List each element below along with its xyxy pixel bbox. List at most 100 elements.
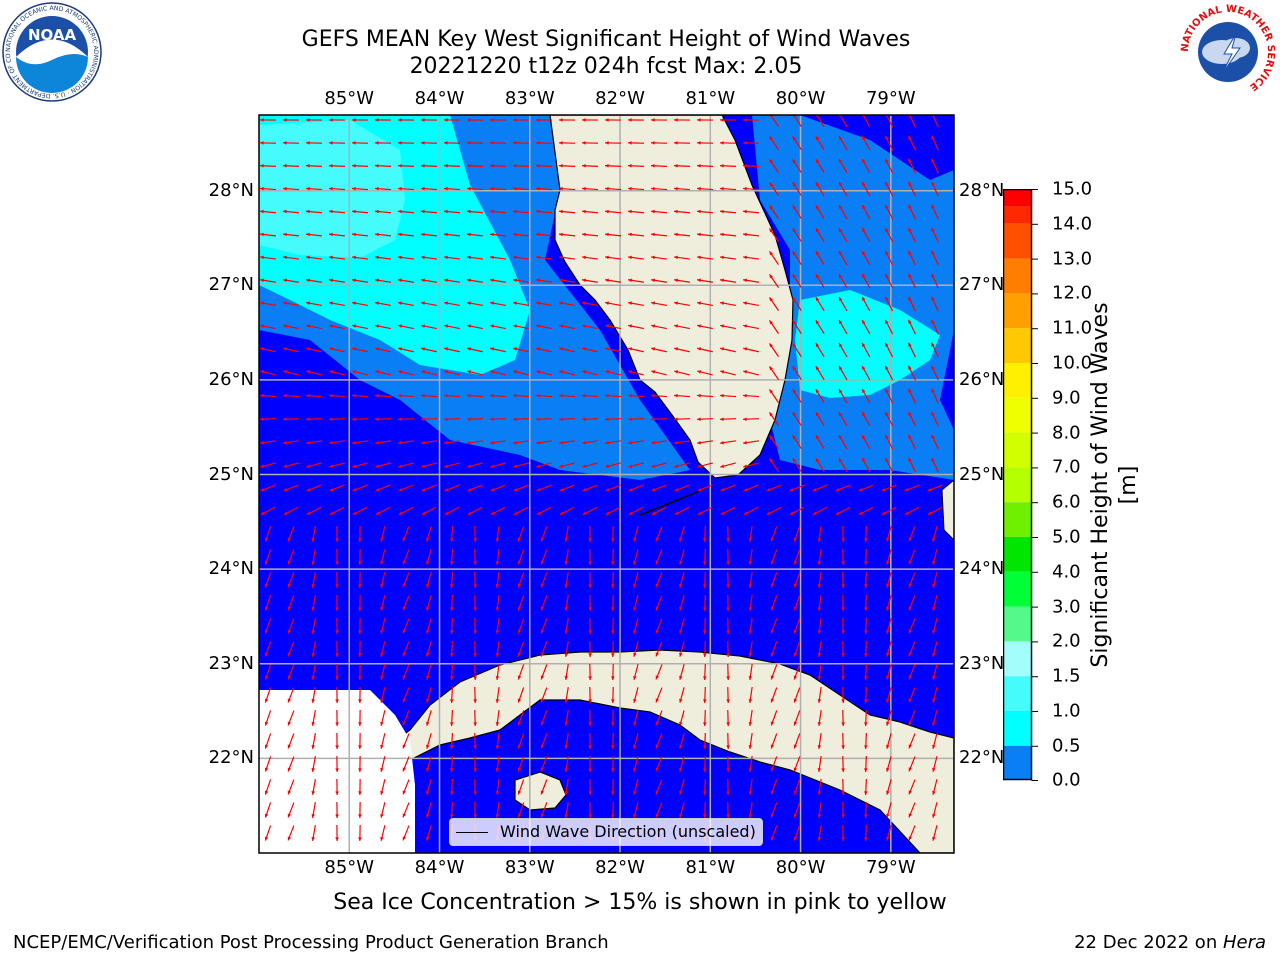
wave-direction-arrowhead: [467, 511, 472, 515]
wave-direction-arrowhead: [402, 629, 407, 634]
wave-direction-arrowhead: [605, 163, 609, 168]
wave-direction-arrowhead: [679, 790, 683, 795]
wave-direction-arrowhead: [611, 722, 615, 726]
wave-direction-arrowhead: [559, 209, 563, 214]
wave-direction-arrowhead: [720, 487, 725, 492]
wave-direction-arrowhead: [841, 584, 845, 588]
wave-direction-arrowhead: [793, 652, 798, 657]
wave-direction-arrowhead: [703, 699, 707, 703]
wave-direction-arrowhead: [793, 675, 798, 680]
wave-direction-arrowhead: [375, 232, 379, 237]
wave-direction-arrowhead: [885, 227, 889, 232]
colorbar-label: Significant Height of Wind Waves [m]: [1088, 302, 1141, 668]
wave-direction-arrowhead: [611, 791, 615, 795]
map-legend: Wind Wave Direction (unscaled): [449, 818, 763, 846]
wave-direction-arrowhead: [559, 255, 563, 260]
wave-direction-arrowhead: [817, 584, 822, 588]
wave-direction-arrowhead: [426, 744, 430, 749]
wave-direction-arrowhead: [588, 745, 592, 749]
wave-direction-arrowhead: [633, 606, 637, 611]
colorbar-tick-label: 1.0: [1052, 700, 1081, 722]
wave-direction-arrowhead: [743, 487, 748, 492]
wave-direction-arrowhead: [885, 434, 889, 439]
wave-direction-arrowhead: [260, 232, 264, 237]
wave-direction-arrowhead: [743, 118, 747, 122]
wave-direction-arrowhead: [540, 675, 545, 680]
wave-level-1.0-1.5-atlantic: [795, 290, 940, 398]
wave-direction-arrowhead: [398, 163, 402, 168]
wave-direction-arrowhead: [260, 440, 264, 445]
wave-direction-arrowhead: [674, 370, 679, 374]
wave-direction-arrowhead: [375, 324, 380, 328]
colorbar-tick-label: 14.0: [1052, 213, 1093, 235]
wave-direction-arrowhead: [885, 204, 889, 209]
wave-direction-arrowhead: [513, 417, 517, 421]
wave-direction-arrowhead: [703, 745, 707, 749]
wave-direction-arrowhead: [770, 721, 775, 726]
wave-direction-arrowhead: [628, 324, 633, 328]
wave-direction-arrowhead: [697, 370, 702, 374]
wave-direction-arrowhead: [908, 319, 912, 324]
wave-direction-arrowhead: [841, 722, 845, 726]
wave-direction-arrowhead: [260, 186, 264, 191]
wave-direction-arrowhead: [908, 365, 912, 370]
wave-direction-arrowhead: [881, 511, 886, 515]
wave-direction-arrowhead: [495, 653, 500, 657]
wave-direction-arrowhead: [306, 118, 310, 122]
wave-direction-arrowhead: [885, 158, 889, 163]
wave-direction-arrowhead: [815, 136, 820, 141]
wave-direction-arrowhead: [655, 675, 660, 680]
wave-direction-arrowhead: [769, 366, 774, 371]
wave-direction-arrowhead: [582, 232, 586, 237]
wave-direction-arrowhead: [449, 584, 454, 588]
wave-direction-arrowhead: [329, 118, 333, 122]
wave-direction-arrowhead: [335, 561, 339, 565]
wave-direction-arrowhead: [421, 393, 425, 398]
wave-direction-arrowhead: [743, 301, 747, 305]
wave-direction-arrowhead: [628, 186, 632, 191]
wave-direction-arrowhead: [564, 722, 569, 726]
wave-direction-arrowhead: [812, 487, 817, 492]
wave-direction-arrowhead: [726, 699, 730, 703]
wave-direction-arrowhead: [490, 370, 495, 374]
wave-direction-arrowhead: [651, 232, 655, 237]
wave-direction-arrowhead: [449, 538, 454, 542]
wave-direction-arrowhead: [611, 699, 615, 703]
wave-direction-arrowhead: [674, 209, 678, 214]
wave-direction-arrowhead: [815, 251, 820, 256]
wave-direction-arrowhead: [679, 606, 683, 611]
wave-direction-arrowhead: [260, 347, 265, 351]
wave-direction-arrowhead: [513, 370, 518, 374]
colorbar-tick-label: 4.0: [1052, 561, 1081, 583]
wave-direction-arrowhead: [335, 745, 339, 749]
colorbar-segment: [1003, 502, 1032, 537]
wave-direction-arrowhead: [264, 698, 269, 703]
wave-direction-arrowhead: [908, 836, 913, 841]
wave-direction-arrowhead: [628, 255, 632, 260]
wave-direction-arrowhead: [559, 393, 563, 398]
wave-direction-arrowhead: [352, 301, 356, 305]
wave-direction-arrowhead: [375, 347, 380, 351]
wave-direction-arrowhead: [862, 135, 866, 140]
wave-direction-arrowhead: [674, 440, 678, 445]
wave-direction-arrowhead: [655, 583, 660, 588]
wave-direction-arrowhead: [283, 141, 287, 145]
wave-direction-arrowhead: [517, 675, 522, 680]
wave-direction-arrowhead: [841, 630, 845, 634]
wave-direction-arrowhead: [495, 791, 500, 795]
colorbar-tick-label: 6.0: [1052, 491, 1081, 513]
wave-direction-arrowhead: [908, 652, 913, 657]
wave-direction-arrowhead: [748, 607, 753, 611]
colorbar-segment: [1003, 676, 1032, 711]
wave-direction-arrowhead: [380, 698, 384, 703]
lat-tick-left: 24°N: [208, 558, 254, 580]
wave-direction-arrowhead: [863, 699, 868, 703]
wave-direction-arrowhead: [358, 538, 362, 542]
legend-line-sample: [456, 832, 488, 833]
wave-direction-arrowhead: [375, 487, 380, 492]
wave-direction-arrowhead: [743, 163, 747, 168]
wave-direction-arrowhead: [908, 411, 912, 416]
wave-direction-arrowhead: [769, 182, 774, 187]
wave-direction-arrowhead: [770, 560, 775, 565]
wave-direction-arrowhead: [402, 698, 407, 703]
